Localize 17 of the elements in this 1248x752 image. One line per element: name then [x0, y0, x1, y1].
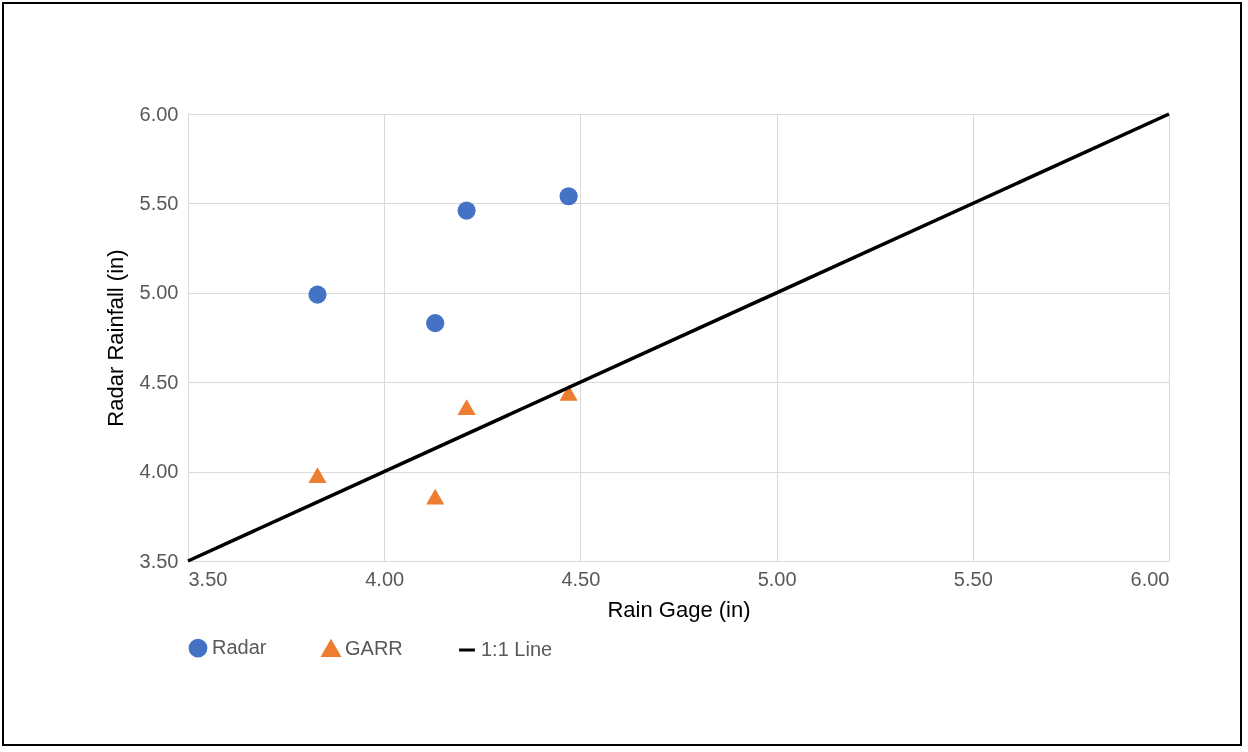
- x-tick-label: 5.00: [757, 567, 797, 590]
- x-tick-label: 3.50: [188, 567, 228, 590]
- legend-label: GARR: [345, 636, 403, 659]
- x-tick-label: 5.50: [953, 567, 993, 590]
- y-tick-label: 6.00: [139, 102, 179, 125]
- y-tick-label: 5.00: [139, 281, 179, 304]
- legend-label: Radar: [212, 636, 267, 659]
- y-tick-label: 3.50: [139, 549, 179, 572]
- x-axis-title: Rain Gage (in): [607, 596, 751, 622]
- legend-label: 1:1 Line: [481, 638, 553, 660]
- x-tick-label: 4.50: [561, 567, 601, 590]
- y-tick-label: 4.50: [139, 370, 179, 393]
- x-tick-label: 4.00: [365, 567, 405, 590]
- y-tick-label: 5.50: [139, 191, 179, 214]
- y-tick-label: 4.00: [139, 460, 179, 483]
- y-axis-title: Radar Rainfall (in): [102, 249, 128, 427]
- x-tick-label: 6.00: [1130, 567, 1170, 590]
